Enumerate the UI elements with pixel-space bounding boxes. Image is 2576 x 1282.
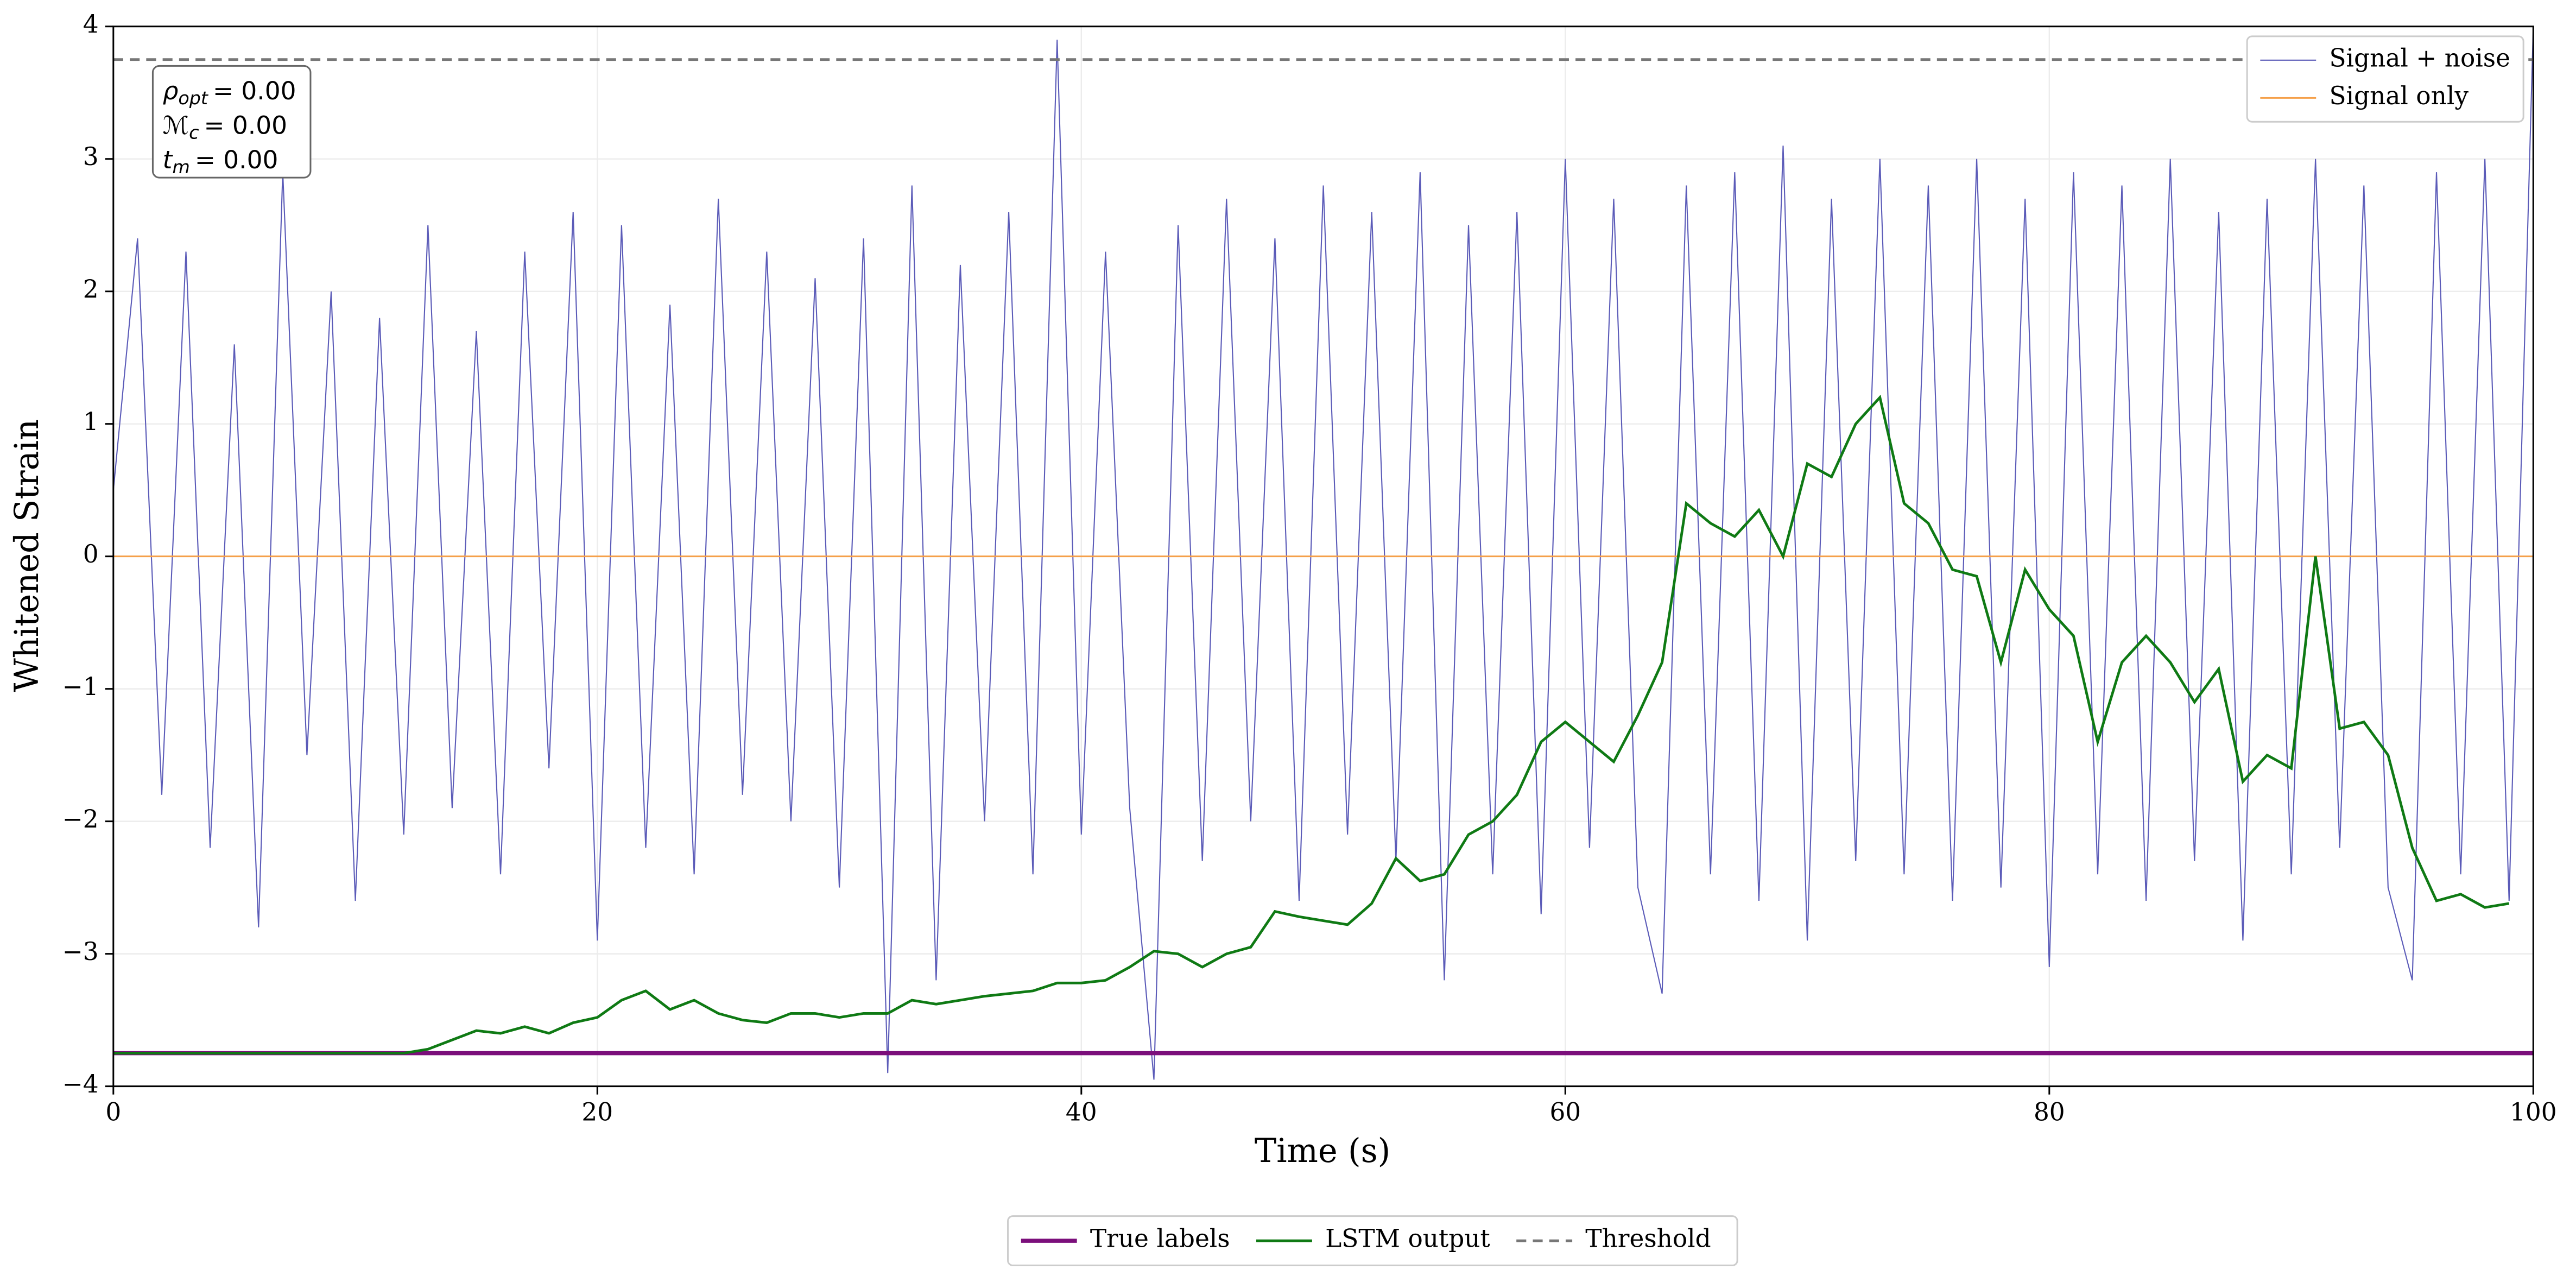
y-tick-label: 2 bbox=[83, 275, 99, 304]
annotation-value: = 0.00 bbox=[195, 145, 278, 174]
annotation-symbol: t bbox=[163, 145, 174, 174]
legend-label: LSTM output bbox=[1325, 1224, 1490, 1253]
legend-label: Signal only bbox=[2329, 81, 2469, 110]
annotation-sub: m bbox=[172, 156, 189, 177]
legend-frame bbox=[1007, 1215, 1738, 1266]
x-tick-label: 80 bbox=[2034, 1098, 2065, 1127]
series-line bbox=[113, 394, 2510, 1054]
x-tick-label: 20 bbox=[581, 1098, 613, 1127]
legend-label: Threshold bbox=[1585, 1224, 1711, 1253]
x-tick-label: 60 bbox=[1549, 1098, 1581, 1127]
y-tick-label: −1 bbox=[62, 672, 99, 701]
annotation-symbol: ℳ bbox=[163, 111, 189, 140]
annotation-value: = 0.00 bbox=[204, 111, 287, 140]
x-axis-label: Time (s) bbox=[1255, 1132, 1390, 1170]
annotation-sub: opt bbox=[178, 87, 208, 108]
annotation-text: ρopt = 0.00 bbox=[163, 76, 296, 108]
x-tick-label: 100 bbox=[2510, 1098, 2557, 1127]
series-line bbox=[113, 26, 2534, 1080]
legend: Signal + noise Signal only bbox=[2246, 35, 2524, 123]
annotation-text: ℳc = 0.00 bbox=[163, 111, 287, 143]
annotation-symbol: ρ bbox=[163, 76, 179, 105]
annotation-text: tm = 0.00 bbox=[163, 145, 279, 177]
annotation-frame bbox=[151, 65, 312, 179]
legend-label: True labels bbox=[1090, 1224, 1230, 1253]
y-tick-label: −4 bbox=[62, 1070, 99, 1098]
y-tick-label: −2 bbox=[62, 805, 99, 833]
annotation-sub: c bbox=[189, 122, 199, 143]
y-tick-label: 4 bbox=[83, 10, 99, 39]
y-tick-label: 1 bbox=[83, 407, 99, 436]
y-axis-label: Whitened Strain bbox=[8, 419, 46, 692]
x-tick-label: 0 bbox=[105, 1098, 121, 1127]
y-tick-label: 3 bbox=[83, 142, 99, 171]
x-tick-label: 40 bbox=[1066, 1098, 1097, 1127]
legend-frame bbox=[2246, 35, 2524, 123]
legend: True labels LSTM output Threshold bbox=[1007, 1215, 1738, 1266]
y-tick-label: 0 bbox=[83, 540, 99, 569]
plot-frame bbox=[112, 26, 2534, 1088]
annotation-value: = 0.00 bbox=[213, 76, 296, 105]
y-tick-label: −3 bbox=[62, 937, 99, 966]
legend-label: Signal + noise bbox=[2329, 43, 2510, 72]
